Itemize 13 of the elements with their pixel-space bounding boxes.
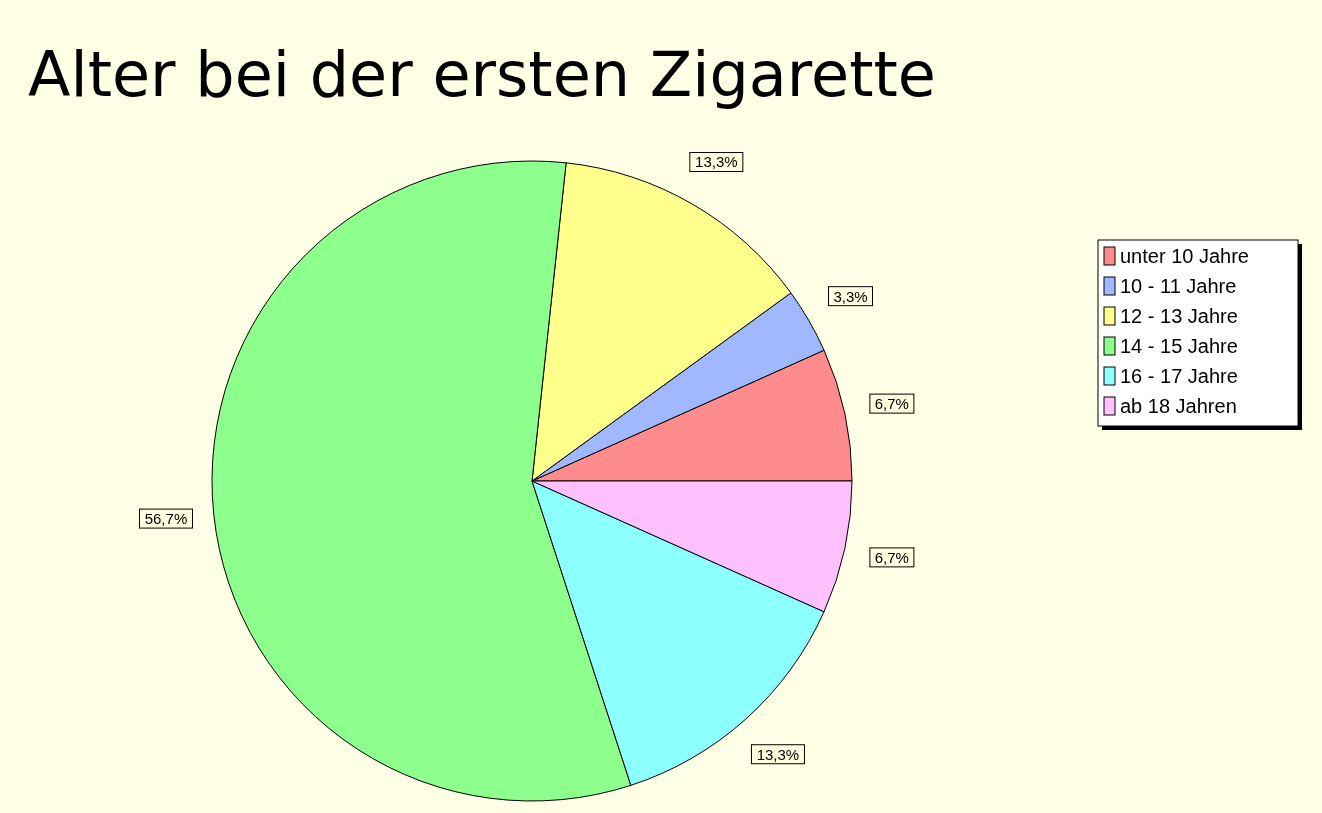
legend-label: 12 - 13 Jahre [1120,305,1238,327]
data-label: 6,7% [874,548,909,566]
data-label: 6,7% [874,395,909,413]
chart-title: Alter bei der ersten Zigarette [28,38,936,111]
legend-label: 10 - 11 Jahre [1120,275,1237,297]
data-label: 13,3% [695,153,738,171]
data-label: 13,3% [756,745,800,763]
data-label: 56,7% [144,510,188,528]
data-label: 3,3% [833,287,868,305]
legend-label: unter 10 Jahre [1120,245,1249,267]
legend-label: ab 18 Jahren [1120,395,1237,417]
legend-label: 14 - 15 Jahre [1120,335,1238,357]
legend-label: 16 - 17 Jahre [1120,365,1238,387]
